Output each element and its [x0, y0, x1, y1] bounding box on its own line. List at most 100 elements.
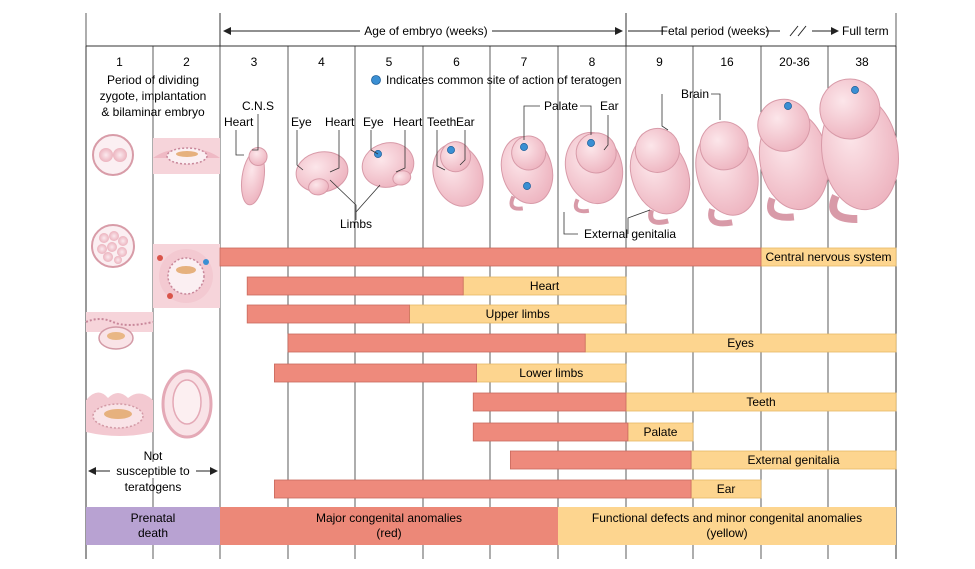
early-period-line-3: & bilaminar embryo — [101, 105, 205, 119]
teratogen-site-icon — [520, 143, 528, 151]
label-cns: C.N.S — [242, 99, 274, 113]
sensitivity-bars: Central nervous system Heart Upper limbs Ey… — [219, 247, 897, 499]
major-line-1: Major congenital anomalies — [316, 511, 462, 525]
bar-label: Ear — [717, 482, 736, 496]
bilaminar-disc-icon — [86, 392, 153, 436]
fetus-week20-36-icon — [757, 98, 830, 221]
week-number: 9 — [656, 55, 663, 69]
red-bar — [509, 450, 692, 470]
bar-row: External genitalia — [509, 450, 897, 470]
not-susceptible-line-3: teratogens — [125, 480, 182, 494]
embryo-week6-icon — [432, 141, 484, 207]
leader-lines — [235, 93, 721, 235]
embryo-week3-icon — [240, 146, 268, 206]
bar-row: Teeth — [472, 392, 897, 412]
label-limbs: Limbs — [340, 217, 372, 231]
label-external-genitalia: External genitalia — [584, 227, 676, 241]
week-number: 6 — [453, 55, 460, 69]
bar-label: Palate — [643, 425, 677, 439]
bar-row: Lower limbs — [273, 363, 627, 383]
implantation-icon — [153, 138, 220, 174]
teratogen-site-icon — [784, 102, 792, 110]
embryo-week5-icon — [361, 142, 415, 188]
bar-row: Eyes — [287, 333, 897, 353]
teratogen-site-icon — [523, 182, 531, 190]
embryo-week7-icon — [500, 135, 554, 211]
bar-row: Palate — [472, 422, 694, 442]
label-heart-w4: Heart — [325, 115, 355, 129]
break-mark — [789, 25, 799, 37]
embryo-week8-icon — [564, 131, 624, 214]
bar-row: Ear — [273, 479, 762, 499]
header: Age of embryo (weeks) Fetal period (week… — [85, 13, 897, 47]
teratogen-site-icon — [851, 86, 859, 94]
early-period-line-1: Period of dividing — [107, 73, 199, 87]
bar-label: Teeth — [746, 395, 775, 409]
red-bar — [246, 276, 464, 296]
bar-row: Central nervous system — [219, 247, 897, 267]
week-number: 16 — [720, 55, 734, 69]
red-bar — [472, 392, 627, 412]
week-number: 4 — [318, 55, 325, 69]
week-number: 7 — [521, 55, 528, 69]
red-bar — [219, 247, 762, 267]
red-bar — [472, 422, 629, 442]
fetal-label: Fetal period (weeks) — [661, 24, 770, 38]
prenatal-death-line-2: death — [138, 526, 168, 540]
bar-row: Heart — [246, 276, 627, 296]
label-eye-w5: Eye — [363, 115, 384, 129]
week-number: 8 — [589, 55, 596, 69]
red-bar — [273, 363, 477, 383]
legend-text: Indicates common site of action of terat… — [386, 73, 621, 87]
label-teeth: Teeth — [427, 115, 456, 129]
label-ear-w6: Ear — [456, 115, 475, 129]
blastocyst-icon — [85, 312, 154, 350]
teratogen-site-icon — [587, 139, 595, 147]
bar-label: Upper limbs — [486, 307, 550, 321]
label-heart-w3: Heart — [224, 115, 254, 129]
chorionic-sac-icon — [161, 369, 213, 439]
structure-labels: C.N.S Heart Eye Heart Eye Heart Teeth Ea… — [224, 87, 721, 241]
legend: Indicates common site of action of terat… — [371, 73, 621, 87]
label-palate: Palate — [544, 99, 578, 113]
early-period-line-2: zygote, implantation — [100, 89, 207, 103]
label-brain: Brain — [681, 87, 709, 101]
bar-label: Lower limbs — [519, 366, 583, 380]
bar-label: External genitalia — [748, 453, 840, 467]
teratogen-site-icon — [447, 146, 455, 154]
not-susceptible-line-1: Not — [144, 449, 163, 463]
footer: Prenatal death Major congenital anomalie… — [85, 507, 896, 559]
prenatal-death-line-1: Prenatal — [131, 511, 176, 525]
label-heart-w5: Heart — [393, 115, 423, 129]
fetus-week9-icon — [629, 127, 691, 225]
functional-line-2: (yellow) — [706, 526, 747, 540]
two-cell-zygote-icon — [92, 134, 134, 176]
age-label: Age of embryo (weeks) — [364, 24, 487, 38]
morula-icon — [91, 224, 135, 268]
week-number: 20-36 — [779, 55, 810, 69]
fetus-week38-icon — [819, 78, 899, 224]
week-number: 1 — [116, 55, 123, 69]
red-bar — [273, 479, 692, 499]
red-bar — [287, 333, 586, 353]
major-anomalies-box — [220, 507, 558, 545]
not-susceptible-label: Not susceptible to teratogens — [88, 449, 218, 494]
prenatal-death-box — [86, 507, 220, 545]
functional-line-1: Functional defects and minor congenital … — [592, 511, 862, 525]
fetus-week16-icon — [695, 121, 759, 227]
bar-label: Eyes — [727, 336, 754, 350]
week-number: 2 — [183, 55, 190, 69]
bar-row: Upper limbs — [246, 304, 627, 324]
blue-dot-icon — [371, 75, 381, 85]
week-number: 3 — [251, 55, 258, 69]
red-bar — [246, 304, 410, 324]
week-numbers: 1 2 3 4 5 6 7 8 9 16 20-36 38 — [116, 55, 869, 69]
implanted-blastocyst-icon — [153, 244, 220, 308]
full-term-label: Full term — [842, 24, 889, 38]
functional-defects-box — [558, 507, 896, 545]
week-number: 5 — [386, 55, 393, 69]
label-eye-w4: Eye — [291, 115, 312, 129]
early-period-label: Period of dividing zygote, implantation … — [100, 73, 207, 119]
